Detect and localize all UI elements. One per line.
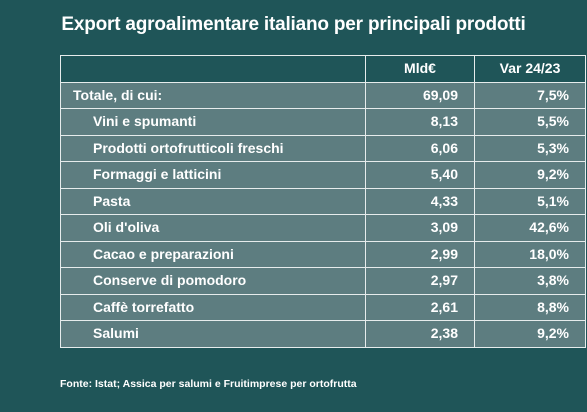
table-row: Caffè torrefatto 2,61 8,8% — [60, 293, 586, 321]
table-row: Oli d'oliva 3,09 42,6% — [60, 214, 586, 242]
row-label: Oli d'oliva — [60, 214, 366, 242]
table-row: Conserve di pomodoro 2,97 3,8% — [60, 267, 586, 295]
table-row: Formaggi e latticini 5,40 9,2% — [60, 161, 586, 189]
row-value: 2,61 — [365, 293, 475, 321]
row-change: 3,8% — [474, 267, 586, 295]
row-change: 8,8% — [474, 293, 586, 321]
header-change: Var 24/23 — [474, 55, 586, 83]
source-note: Fonte: Istat; Assica per salumi e Fruiti… — [60, 378, 357, 390]
header-value: Mld€ — [365, 55, 475, 83]
row-value: 8,13 — [365, 108, 475, 136]
row-value: 3,09 — [365, 214, 475, 242]
row-label: Formaggi e latticini — [60, 161, 366, 189]
table-row: Pasta 4,33 5,1% — [60, 187, 586, 215]
row-label: Conserve di pomodoro — [60, 267, 366, 295]
row-change: 5,5% — [474, 108, 586, 136]
row-value: 2,38 — [365, 320, 475, 348]
table-row: Salumi 2,38 9,2% — [60, 320, 586, 348]
table-row: Prodotti ortofrutticoli freschi 6,06 5,3… — [60, 134, 586, 162]
row-label: Pasta — [60, 187, 366, 215]
row-change: 7,5% — [474, 81, 586, 109]
row-value: 2,99 — [365, 240, 475, 268]
row-value: 5,40 — [365, 161, 475, 189]
header-row: Mld€ Var 24/23 — [60, 55, 586, 83]
row-change: 42,6% — [474, 214, 586, 242]
table-row-total: Totale, di cui: 69,09 7,5% — [60, 81, 586, 109]
row-change: 9,2% — [474, 320, 586, 348]
header-product — [60, 55, 366, 83]
row-value: 4,33 — [365, 187, 475, 215]
row-label: Vini e spumanti — [60, 108, 366, 136]
row-label: Prodotti ortofrutticoli freschi — [60, 134, 366, 162]
row-change: 5,3% — [474, 134, 586, 162]
table-row: Cacao e preparazioni 2,99 18,0% — [60, 240, 586, 268]
table-row: Vini e spumanti 8,13 5,5% — [60, 108, 586, 136]
row-value: 69,09 — [365, 81, 475, 109]
row-change: 9,2% — [474, 161, 586, 189]
chart-title: Export agroalimentare italiano per princ… — [61, 14, 526, 35]
row-label: Cacao e preparazioni — [60, 240, 366, 268]
row-label: Salumi — [60, 320, 366, 348]
export-table: Mld€ Var 24/23 Totale, di cui: 69,09 7,5… — [60, 55, 586, 348]
row-label: Caffè torrefatto — [60, 293, 366, 321]
row-change: 18,0% — [474, 240, 586, 268]
row-change: 5,1% — [474, 187, 586, 215]
row-label: Totale, di cui: — [60, 81, 366, 109]
row-value: 2,97 — [365, 267, 475, 295]
row-value: 6,06 — [365, 134, 475, 162]
